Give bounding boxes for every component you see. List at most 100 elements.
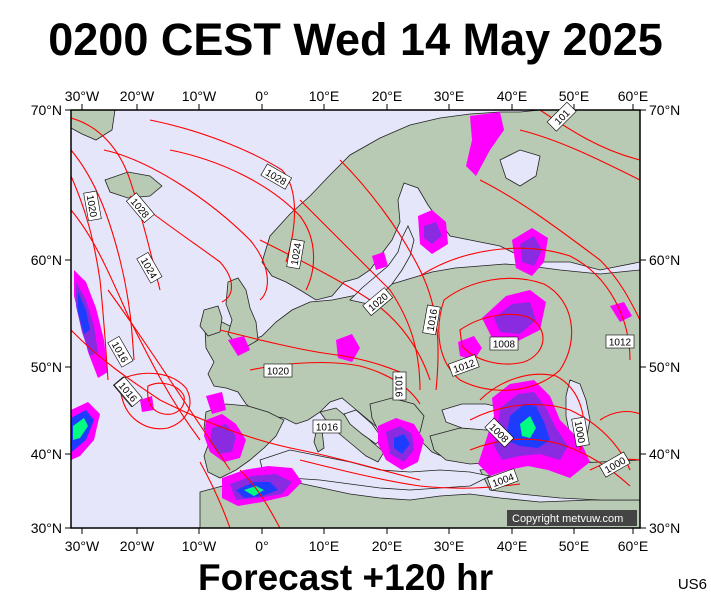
isobar-label: 1016 [312,419,342,434]
precip-cell [78,292,90,334]
isobar-line [479,179,640,321]
lat-label-right: 50°N [649,359,680,375]
lon-label-top: 30°E [434,88,465,104]
lat-label-left: 40°N [31,446,62,462]
forecast-subtitle: Forecast +120 hr [198,557,494,598]
isobar-line [539,110,640,161]
isobar-label-text: 1020 [267,367,290,378]
lat-label-right: 40°N [649,446,680,462]
isobar-labels: 1028102010281024101610161024102010161012… [83,101,635,491]
isobar-line [147,382,185,415]
isobar-line [219,329,401,373]
lon-label-top: 60°E [618,88,649,104]
lon-label-bottom: 50°E [559,538,590,554]
lon-label-top: 0° [255,88,268,104]
isobar-line [103,149,268,301]
precip-cell [210,424,236,454]
lon-label-bottom: 30°W [65,538,100,554]
isobar-line [71,329,421,481]
isobar-line [119,372,191,430]
lon-label-bottom: 20°W [120,538,155,554]
lon-label-bottom: 10°W [182,538,217,554]
map-frame [70,109,641,529]
lon-label-top: 30°W [65,88,100,104]
isobar-line [199,461,231,528]
white-sea [499,149,541,187]
map-axes: 30°W 30°W 20°W 20°W 10°W 10°W 0° 0° 10°E 10°E 20°E… [31,88,681,554]
isobar-line [459,313,544,365]
precip-cell [228,336,250,356]
precip-cell [466,112,504,176]
isobar-line [599,410,640,421]
land-great-britain [225,277,259,347]
lat-label-left: 30°N [31,520,62,536]
isobar-line [149,119,295,263]
lat-label-right: 60°N [649,252,680,268]
land-iceland [104,171,163,199]
precip-cell [458,336,482,360]
isobar-line [419,247,631,361]
isobar-label: 1008 [489,336,519,351]
isobar-label: 1016 [422,304,441,336]
lon-label-top: 10°E [309,88,340,104]
lon-label-bottom: 30°E [434,538,465,554]
land-greenland [71,110,116,141]
precip-cell [520,236,542,266]
lon-label-bottom: 40°E [497,538,528,554]
chart-title: 0200 CEST Wed 14 May 2025 [48,14,663,65]
lon-label-bottom: 10°E [309,538,340,554]
isobar-label-text: 1020 [84,194,99,218]
precip-cell [494,302,536,334]
isobar-line [71,117,161,291]
lon-label-bottom: 20°E [372,538,403,554]
lon-label-top: 20°W [120,88,155,104]
precip-cell [244,486,264,496]
isobar-line [299,199,421,391]
lat-label-right: 70°N [649,102,680,118]
isobar-label-text: 1012 [609,338,632,349]
isobar-label-text: 1016 [393,375,404,398]
isobar-line [71,149,135,361]
copyright-text: Copyright metvuw.com [512,513,623,525]
isobar-label-text: 1016 [316,423,339,434]
isobar-line [71,209,201,441]
precip-cell [206,392,226,414]
land-ireland [199,305,223,337]
isobar-line [469,403,631,471]
precip-cell [140,396,154,412]
isobar-label: 1016 [393,371,407,401]
precip-cell [336,334,360,362]
isobar-line [169,149,315,291]
precip-cell [73,418,88,440]
lon-label-top: 10°W [182,88,217,104]
precipitation [71,112,632,506]
lon-label-top: 20°E [372,88,403,104]
precip-cell [394,434,410,454]
isobar-label: 1012 [605,334,635,349]
isobar-label-text: 1000 [572,420,587,444]
precip-cell [424,222,442,244]
isobar-line [339,159,439,391]
lon-label-bottom: 60°E [618,538,649,554]
lat-label-left: 70°N [31,102,62,118]
isobar-line [519,129,640,181]
lon-label-top: 50°E [559,88,590,104]
lon-label-top: 40°E [497,88,528,104]
isobar-line [107,289,231,471]
isobar-label: 1000 [571,416,590,448]
isobar-label: 1020 [83,190,102,222]
isobar-label-text: 1024 [290,242,305,266]
precip-cell [520,416,536,438]
lon-label-bottom: 0° [255,538,268,554]
map-code: US6 [677,576,707,593]
lat-label-right: 30°N [649,520,680,536]
lat-label-left: 60°N [31,252,62,268]
isobar-label-text: 1008 [493,340,516,351]
isobar-line [71,175,109,381]
isobar-label: 1024 [286,238,305,270]
isobar-label: 1020 [263,363,293,378]
precip-cell [372,252,388,270]
copyright-box: Copyright metvuw.com [507,510,637,526]
isobar-line [438,277,573,391]
